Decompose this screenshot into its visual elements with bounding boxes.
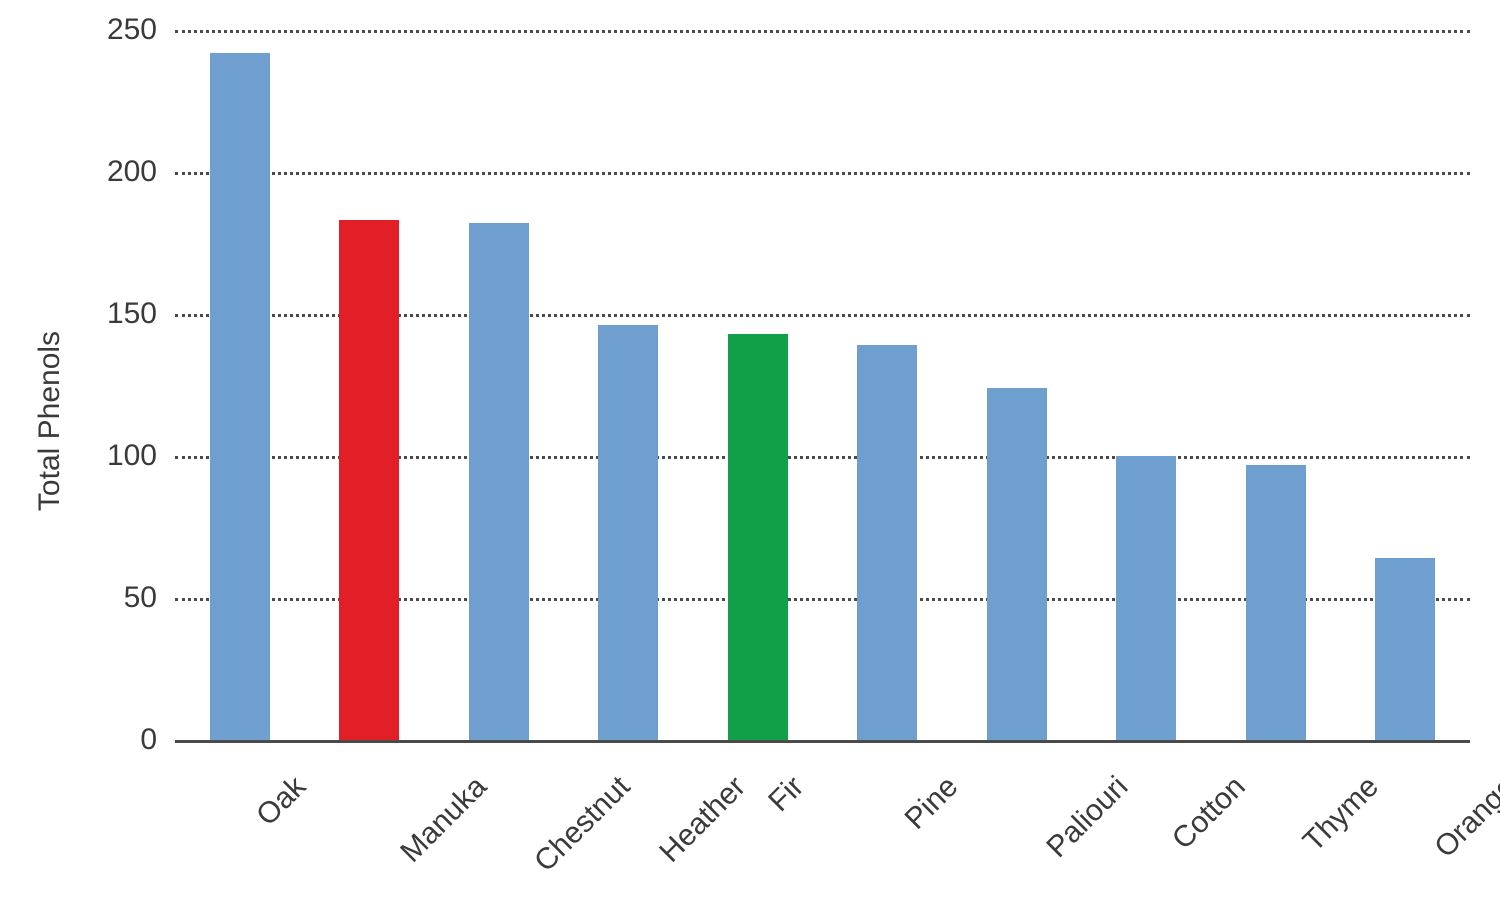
bar xyxy=(598,325,658,740)
gridline xyxy=(175,30,1470,33)
y-tick-label: 0 xyxy=(140,723,157,757)
x-tick-label: Thyme xyxy=(1297,770,1386,859)
bar xyxy=(1375,558,1435,740)
x-tick-label: Fir xyxy=(762,770,811,819)
bar xyxy=(857,345,917,740)
bar xyxy=(339,220,399,740)
bar xyxy=(987,388,1047,740)
y-tick-label: 200 xyxy=(107,155,157,189)
bar xyxy=(1246,465,1306,740)
y-axis-title: Total Phenols xyxy=(33,330,67,510)
y-tick-label: 100 xyxy=(107,439,157,473)
y-tick-label: 50 xyxy=(124,581,157,615)
y-tick-label: 250 xyxy=(107,13,157,47)
x-tick-label: Cotton xyxy=(1166,770,1253,857)
x-tick-label: Manuka xyxy=(395,770,495,870)
x-tick-label: Chestnut xyxy=(528,770,637,879)
phenols-bar-chart: Total Phenols 0 50 100 150 200 250 Oak Manuka C… xyxy=(0,0,1500,899)
x-tick-label: Pine xyxy=(899,770,966,837)
bar xyxy=(210,53,270,740)
x-axis-line xyxy=(175,740,1470,743)
x-tick-label: Paliouri xyxy=(1040,770,1135,865)
bar xyxy=(728,334,788,740)
x-tick-label: Oak xyxy=(250,770,313,833)
x-tick-label: Heather xyxy=(654,770,754,870)
bar xyxy=(469,223,529,740)
bar xyxy=(1116,456,1176,740)
y-tick-label: 150 xyxy=(107,297,157,331)
plot-area xyxy=(175,30,1470,740)
x-tick-label: Orange xyxy=(1429,770,1500,865)
gridline xyxy=(175,172,1470,175)
